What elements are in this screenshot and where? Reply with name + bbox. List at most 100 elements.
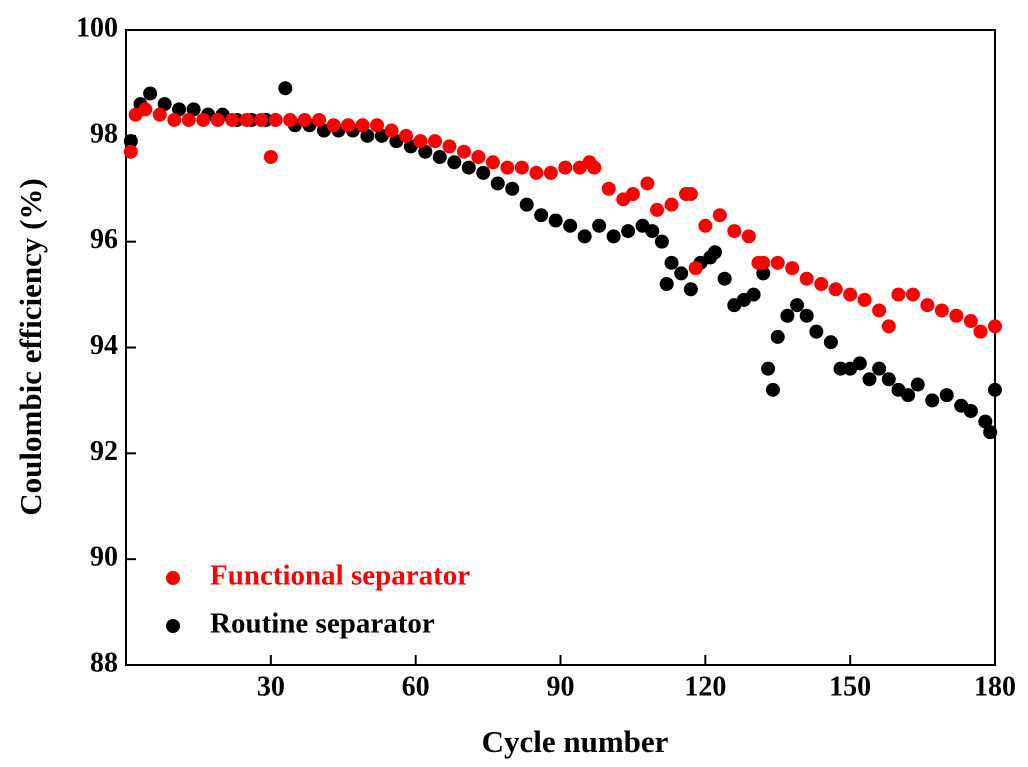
data-point [712, 208, 727, 223]
y-tick-label: 96 [90, 224, 118, 255]
data-point [326, 118, 341, 133]
data-point [799, 308, 814, 323]
data-point [370, 118, 385, 133]
data-point [785, 261, 800, 276]
data-point [505, 181, 520, 196]
x-tick-label: 90 [547, 671, 575, 702]
data-point [664, 197, 679, 212]
data-point [983, 425, 998, 440]
data-point [770, 329, 785, 344]
data-point [447, 155, 462, 170]
data-point [910, 377, 925, 392]
y-tick-label: 94 [90, 330, 118, 361]
data-point [973, 324, 988, 339]
data-point [683, 187, 698, 202]
data-point [123, 144, 138, 159]
data-point [852, 356, 867, 371]
y-tick-label: 88 [90, 647, 118, 678]
data-point [809, 324, 824, 339]
legend-label: Functional separator [210, 560, 470, 592]
data-point [606, 229, 621, 244]
data-point [225, 112, 240, 127]
data-point [727, 224, 742, 239]
data-point [707, 245, 722, 260]
data-point [891, 287, 906, 302]
data-point [765, 382, 780, 397]
y-tick-label: 98 [90, 118, 118, 149]
y-tick-label: 100 [76, 12, 118, 43]
data-point [978, 414, 993, 429]
data-point [843, 287, 858, 302]
data-point [688, 261, 703, 276]
data-point [988, 319, 1002, 334]
data-point [239, 112, 254, 127]
data-point [577, 229, 592, 244]
data-point [456, 144, 471, 159]
data-point [519, 197, 534, 212]
data-point [529, 165, 544, 180]
data-point [355, 118, 370, 133]
x-tick-label: 150 [829, 671, 871, 702]
data-point [683, 282, 698, 297]
data-point [741, 229, 756, 244]
data-point [143, 86, 158, 101]
data-point [432, 150, 447, 164]
data-point [833, 361, 848, 376]
data-point [756, 255, 771, 270]
data-point [283, 112, 298, 127]
data-point [640, 176, 655, 191]
data-point [621, 224, 636, 239]
data-point [461, 160, 476, 175]
data-point [988, 382, 1002, 397]
legend-label: Routine separator [210, 608, 435, 640]
data-point [698, 218, 713, 233]
data-point [814, 277, 829, 291]
data-point [196, 112, 211, 127]
data-point [905, 287, 920, 302]
y-tick-label: 92 [90, 436, 118, 467]
data-point [592, 218, 607, 233]
data-point [746, 287, 761, 302]
data-point [297, 112, 312, 127]
data-point [862, 372, 877, 387]
data-point [514, 160, 529, 175]
legend-marker [166, 619, 180, 633]
data-point [756, 266, 771, 281]
data-point [471, 150, 486, 164]
data-point [442, 139, 457, 154]
data-point [587, 160, 602, 175]
data-point [717, 271, 732, 286]
data-point [427, 134, 442, 149]
data-point [901, 388, 916, 403]
data-point [548, 213, 563, 228]
data-point [674, 266, 689, 281]
data-point [558, 160, 573, 175]
data-point [650, 202, 665, 217]
data-point [172, 102, 187, 117]
data-point [312, 112, 327, 127]
data-point [157, 97, 172, 112]
data-point [645, 224, 660, 239]
data-point [872, 361, 887, 376]
data-point [949, 308, 964, 323]
data-point [534, 208, 549, 223]
data-point [872, 303, 887, 318]
y-tick-label: 90 [90, 542, 118, 573]
data-point [563, 218, 578, 233]
data-point [181, 112, 196, 127]
data-point [360, 128, 375, 143]
data-point [384, 123, 399, 138]
data-point [881, 319, 896, 334]
data-point [664, 255, 679, 270]
data-point [413, 134, 428, 149]
data-point [823, 335, 838, 350]
data-point [828, 282, 843, 297]
data-point [654, 234, 669, 249]
data-point [500, 160, 515, 175]
data-point [138, 102, 153, 117]
data-point [934, 303, 949, 318]
x-tick-label: 30 [257, 671, 285, 702]
data-point [920, 298, 935, 313]
data-point [963, 404, 978, 418]
data-point [210, 112, 225, 127]
